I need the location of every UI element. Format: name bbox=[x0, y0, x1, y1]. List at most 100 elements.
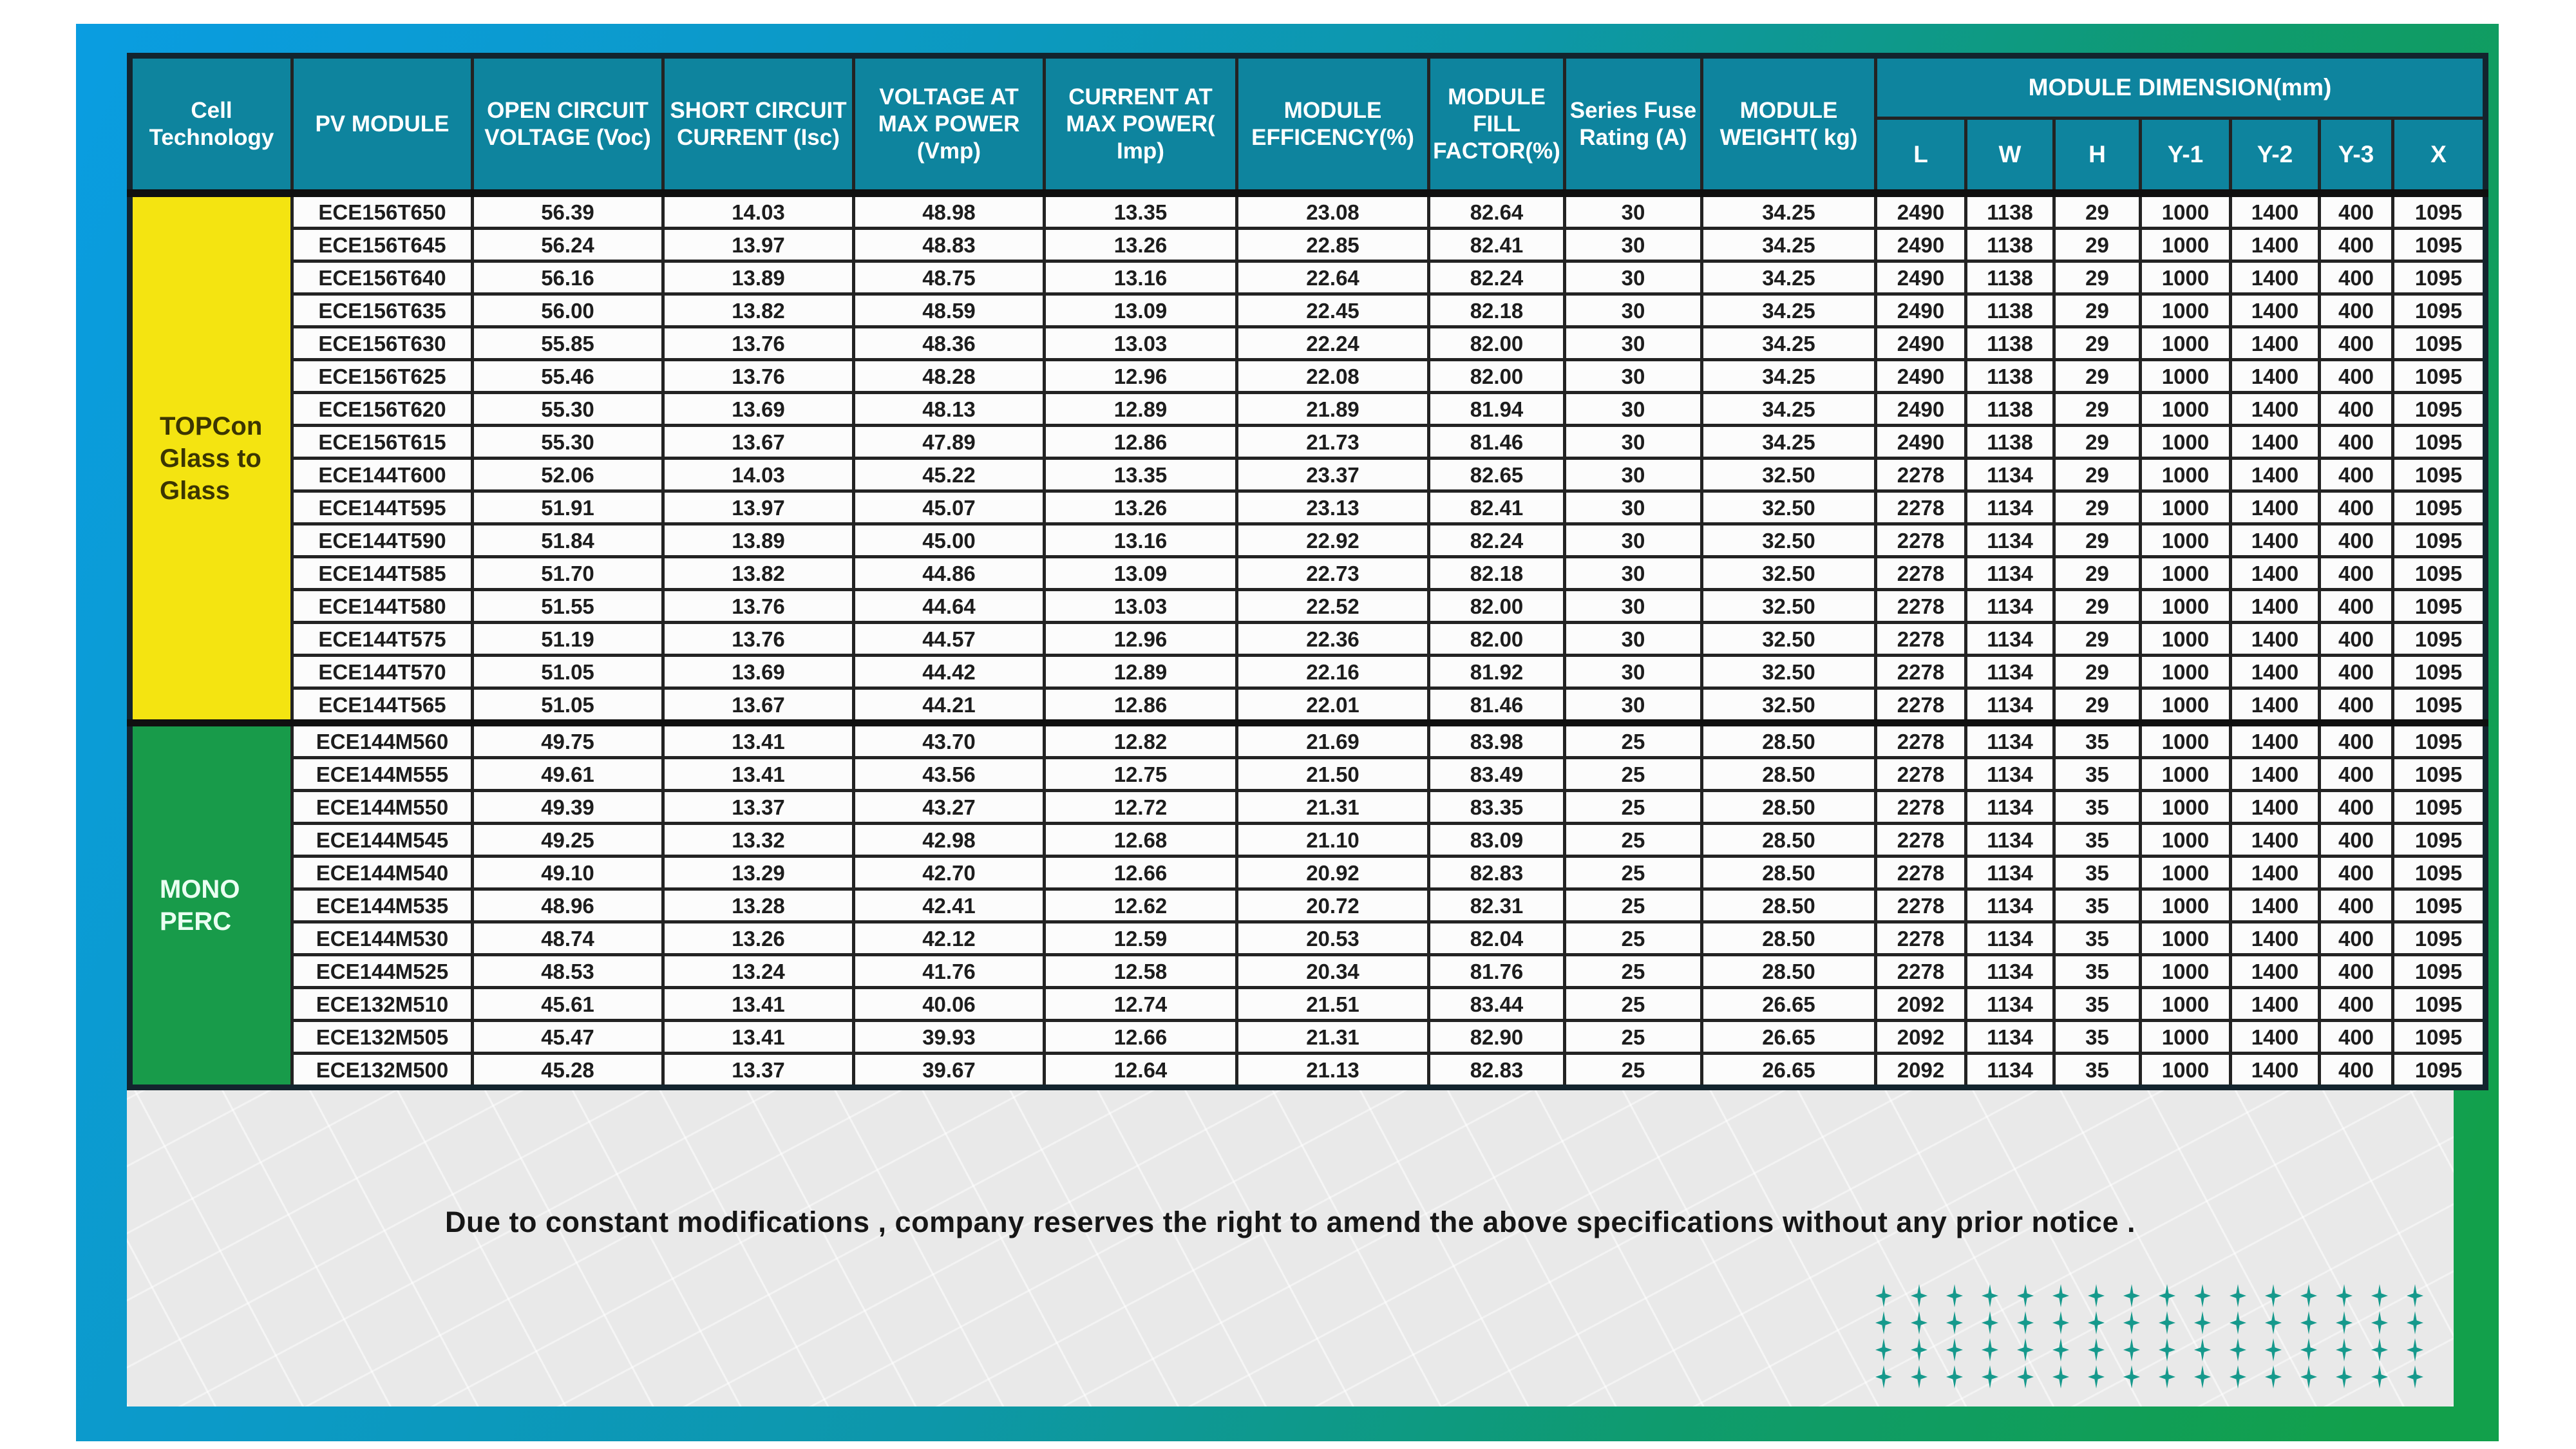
value-cell: 35 bbox=[2052, 953, 2142, 989]
sparkle-icon bbox=[2052, 1365, 2069, 1388]
col-header-dim-y-1: Y-1 bbox=[2139, 117, 2232, 195]
value-cell: 13.26 bbox=[1043, 227, 1238, 263]
col-header-dim-h: H bbox=[2052, 117, 2142, 195]
value-cell: 1400 bbox=[2229, 189, 2321, 230]
value-cell: 1134 bbox=[1964, 719, 2056, 759]
value-cell: 81.46 bbox=[1427, 687, 1566, 724]
value-cell: 30 bbox=[1563, 687, 1703, 724]
value-cell: 82.00 bbox=[1427, 621, 1566, 657]
value-cell: 29 bbox=[2052, 588, 2142, 624]
value-cell: 2092 bbox=[1874, 986, 1967, 1022]
value-cell: 26.65 bbox=[1700, 1019, 1877, 1055]
value-cell: 32.50 bbox=[1700, 654, 1877, 690]
value-cell: 1000 bbox=[2139, 789, 2232, 825]
sparkle-icon bbox=[2088, 1365, 2105, 1388]
table-row: ECE156T620 55.30 13.69 48.13 12.89 21.89 81.94… bbox=[130, 391, 2488, 427]
value-cell: 1095 bbox=[2391, 887, 2488, 923]
value-cell: 400 bbox=[2318, 292, 2394, 328]
value-cell: 82.24 bbox=[1427, 260, 1566, 296]
value-cell: 13.16 bbox=[1043, 522, 1238, 558]
value-cell: 32.50 bbox=[1700, 522, 1877, 558]
value-cell: 20.92 bbox=[1235, 855, 1430, 891]
module-name-cell: ECE144T565 bbox=[290, 687, 474, 724]
value-cell: 1000 bbox=[2139, 1019, 2232, 1055]
value-cell: 82.18 bbox=[1427, 292, 1566, 328]
col-header-series_fuse_rating: Series Fuse Rating (A) bbox=[1563, 54, 1703, 195]
value-cell: 400 bbox=[2318, 756, 2394, 792]
value-cell: 42.70 bbox=[852, 855, 1046, 891]
value-cell: 32.50 bbox=[1700, 687, 1877, 724]
sparkle-icon bbox=[2159, 1338, 2175, 1361]
value-cell: 32.50 bbox=[1700, 555, 1877, 591]
value-cell: 400 bbox=[2318, 986, 2394, 1022]
value-cell: 1400 bbox=[2229, 822, 2321, 858]
value-cell: 26.65 bbox=[1700, 1052, 1877, 1089]
value-cell: 35 bbox=[2052, 756, 2142, 792]
value-cell: 2278 bbox=[1874, 789, 1967, 825]
value-cell: 1134 bbox=[1964, 855, 2056, 891]
sparkle-icon bbox=[2300, 1338, 2317, 1361]
value-cell: 81.46 bbox=[1427, 424, 1566, 460]
sparkle-icon bbox=[2194, 1311, 2211, 1334]
value-cell: 12.58 bbox=[1043, 953, 1238, 989]
cell-technology-mono_perc: MONO PERC bbox=[128, 719, 294, 1089]
value-cell: 26.65 bbox=[1700, 986, 1877, 1022]
value-cell: 48.59 bbox=[852, 292, 1046, 328]
module-name-cell: ECE132M505 bbox=[290, 1019, 474, 1055]
value-cell: 13.76 bbox=[661, 325, 855, 361]
value-cell: 22.45 bbox=[1235, 292, 1430, 328]
table-row: ECE132M505 45.47 13.41 39.93 12.66 21.31 82.90… bbox=[130, 1019, 2488, 1055]
value-cell: 45.61 bbox=[471, 986, 665, 1022]
value-cell: 1095 bbox=[2391, 489, 2488, 526]
value-cell: 12.86 bbox=[1043, 424, 1238, 460]
value-cell: 32.50 bbox=[1700, 588, 1877, 624]
sparkle-icon bbox=[1875, 1311, 1892, 1334]
value-cell: 2092 bbox=[1874, 1052, 1967, 1089]
value-cell: 1138 bbox=[1964, 325, 2056, 361]
value-cell: 22.01 bbox=[1235, 687, 1430, 724]
col-header-module_efficiency: MODULE EFFICENCY(%) bbox=[1235, 54, 1430, 195]
table-row: ECE144M525 48.53 13.24 41.76 12.58 20.34 81.76… bbox=[130, 953, 2488, 989]
value-cell: 14.03 bbox=[661, 189, 855, 230]
value-cell: 1400 bbox=[2229, 391, 2321, 427]
sparkle-icon bbox=[2123, 1365, 2140, 1388]
value-cell: 21.13 bbox=[1235, 1052, 1430, 1089]
value-cell: 400 bbox=[2318, 522, 2394, 558]
value-cell: 25 bbox=[1563, 887, 1703, 923]
sparkle-icon bbox=[1911, 1311, 1927, 1334]
value-cell: 12.86 bbox=[1043, 687, 1238, 724]
value-cell: 1400 bbox=[2229, 986, 2321, 1022]
value-cell: 13.41 bbox=[661, 986, 855, 1022]
value-cell: 23.37 bbox=[1235, 457, 1430, 493]
table-row: ECE144T580 51.55 13.76 44.64 13.03 22.52 82.00… bbox=[130, 588, 2488, 624]
value-cell: 12.89 bbox=[1043, 391, 1238, 427]
value-cell: 1134 bbox=[1964, 687, 2056, 724]
sparkle-icon bbox=[1982, 1311, 1998, 1334]
value-cell: 22.24 bbox=[1235, 325, 1430, 361]
value-cell: 1138 bbox=[1964, 292, 2056, 328]
value-cell: 30 bbox=[1563, 654, 1703, 690]
value-cell: 30 bbox=[1563, 391, 1703, 427]
table-row: ECE144M545 49.25 13.32 42.98 12.68 21.10 83.09… bbox=[130, 822, 2488, 858]
value-cell: 82.65 bbox=[1427, 457, 1566, 493]
table-row: ECE156T615 55.30 13.67 47.89 12.86 21.73 81.46… bbox=[130, 424, 2488, 460]
value-cell: 13.89 bbox=[661, 522, 855, 558]
value-cell: 1000 bbox=[2139, 1052, 2232, 1089]
value-cell: 21.10 bbox=[1235, 822, 1430, 858]
value-cell: 2490 bbox=[1874, 358, 1967, 394]
value-cell: 1400 bbox=[2229, 424, 2321, 460]
value-cell: 1000 bbox=[2139, 719, 2232, 759]
value-cell: 1095 bbox=[2391, 920, 2488, 956]
sparkle-icon bbox=[2371, 1284, 2388, 1307]
module-name-cell: ECE144T595 bbox=[290, 489, 474, 526]
value-cell: 1095 bbox=[2391, 555, 2488, 591]
value-cell: 12.66 bbox=[1043, 1019, 1238, 1055]
value-cell: 83.35 bbox=[1427, 789, 1566, 825]
value-cell: 42.98 bbox=[852, 822, 1046, 858]
sparkle-icon bbox=[2088, 1284, 2105, 1307]
module-name-cell: ECE144M550 bbox=[290, 789, 474, 825]
value-cell: 400 bbox=[2318, 325, 2394, 361]
module-name-cell: ECE144M540 bbox=[290, 855, 474, 891]
value-cell: 28.50 bbox=[1700, 953, 1877, 989]
value-cell: 400 bbox=[2318, 457, 2394, 493]
